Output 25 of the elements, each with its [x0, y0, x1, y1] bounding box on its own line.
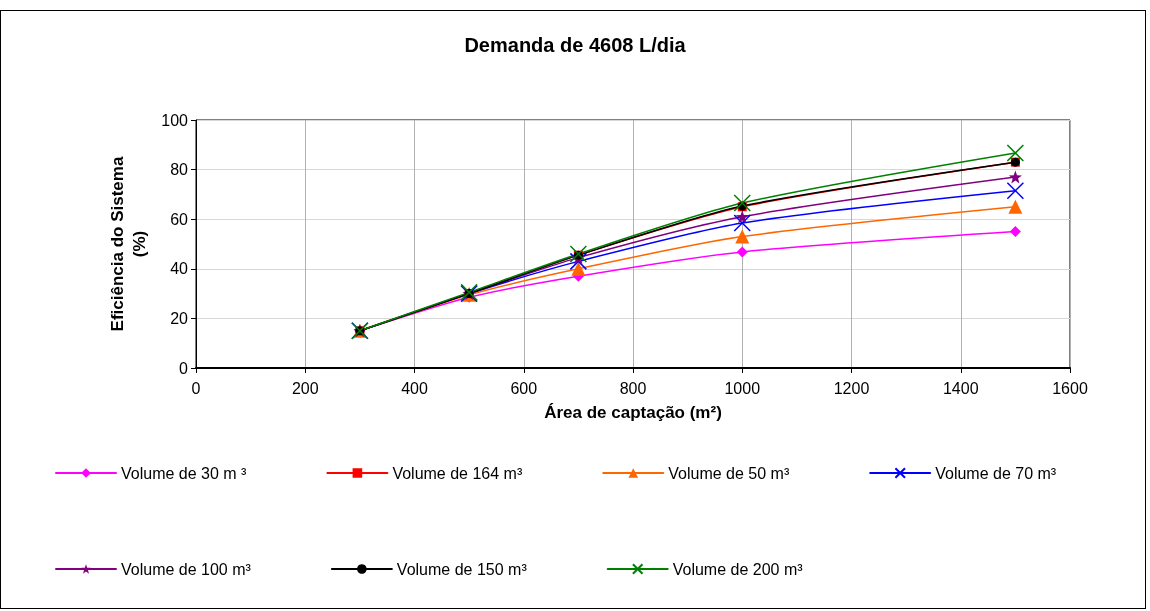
y-tick-label: 100 — [161, 111, 189, 129]
legend-label: Volume de 70 m³ — [935, 464, 1057, 482]
legend-label: Volume de 100 m³ — [121, 560, 252, 578]
y-tick-label: 0 — [179, 359, 189, 377]
legend-label: Volume de 150 m³ — [396, 560, 528, 578]
y-tick-label: 20 — [170, 309, 189, 327]
x-tick-label: 1200 — [833, 379, 870, 397]
x-axis-title: Área de captação (m²) — [544, 403, 722, 422]
x-tick-label: 800 — [619, 379, 647, 397]
legend-label: Volume de 164 m³ — [392, 464, 523, 482]
x-tick-label: 0 — [191, 379, 201, 397]
x-tick-label: 400 — [401, 379, 428, 397]
x-tick-label: 1600 — [1052, 379, 1088, 397]
x-tick-label: 600 — [510, 379, 538, 397]
y-axis-title: Eficiência do Sistema (%) — [107, 156, 149, 332]
x-tick-label: 200 — [291, 379, 319, 397]
y-tick-label: 80 — [170, 161, 189, 179]
y-tick-label: 40 — [170, 260, 189, 278]
x-tick-label: 1000 — [724, 379, 761, 397]
legend-label: Volume de 30 m ³ — [121, 464, 248, 482]
chart-title: Demanda de 4608 L/dia — [464, 34, 687, 56]
x-tick-label: 1400 — [942, 379, 979, 397]
legend-label: Volume de 50 m³ — [668, 464, 790, 482]
legend-label: Volume de 200 m³ — [672, 560, 804, 578]
y-tick-label: 60 — [170, 210, 189, 228]
